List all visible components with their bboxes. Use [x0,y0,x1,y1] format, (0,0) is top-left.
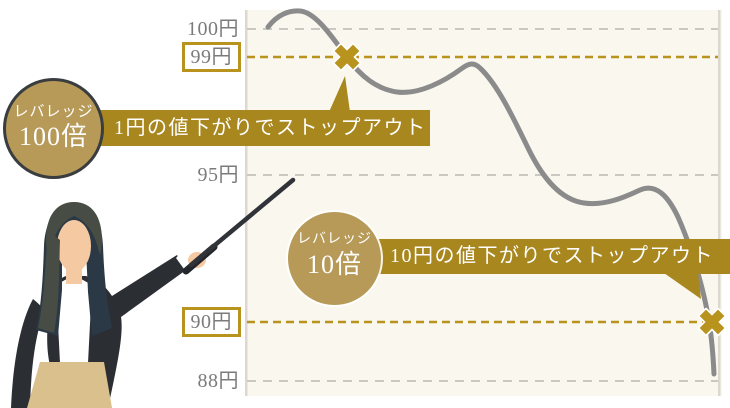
stopout-banner-99yen: 1円の値下がりでストップアウト [100,110,430,146]
stopout-marker-90yen [697,307,727,337]
pointer-stick [188,177,296,268]
presenter-hair-front [46,202,102,255]
axis-label-100yen: 100円 [187,18,239,40]
presenter-face [57,220,91,272]
leverage-badge-10x-caption: レバレッジ [297,232,372,247]
leverage-badge-100x-caption: レバレッジ [13,104,94,120]
axis-label-90yen-boxed: 90円 [181,307,241,337]
axis-label-99yen-boxed: 99円 [181,42,241,72]
callout-pointer-99yen [329,76,350,112]
chart-left-border [245,10,248,396]
presenter-arm-down [11,299,45,408]
chart-plot-area [245,10,722,396]
callout-pointer-90yen [664,273,701,299]
presenter-skirt [27,362,112,408]
chart-right-border [718,10,721,396]
stopout-banner-90yen: 10円の値下がりでストップアウト [360,239,730,274]
presenter-illustration [11,177,296,408]
leverage-badge-10x-value: 10倍 [306,250,362,279]
presenter-hair-side [38,230,60,333]
presenter-shirt [56,275,92,363]
leverage-badge-100x-value: 100倍 [18,122,88,151]
leverage-badge-100x: レバレッジ 100倍 [3,78,104,179]
axis-label-88yen: 88円 [197,370,239,392]
stopout-marker-99yen [332,42,362,72]
axis-label-95yen: 95円 [197,164,239,186]
leverage-badge-10x: レバレッジ 10倍 [288,212,381,305]
gridlines [247,28,718,382]
